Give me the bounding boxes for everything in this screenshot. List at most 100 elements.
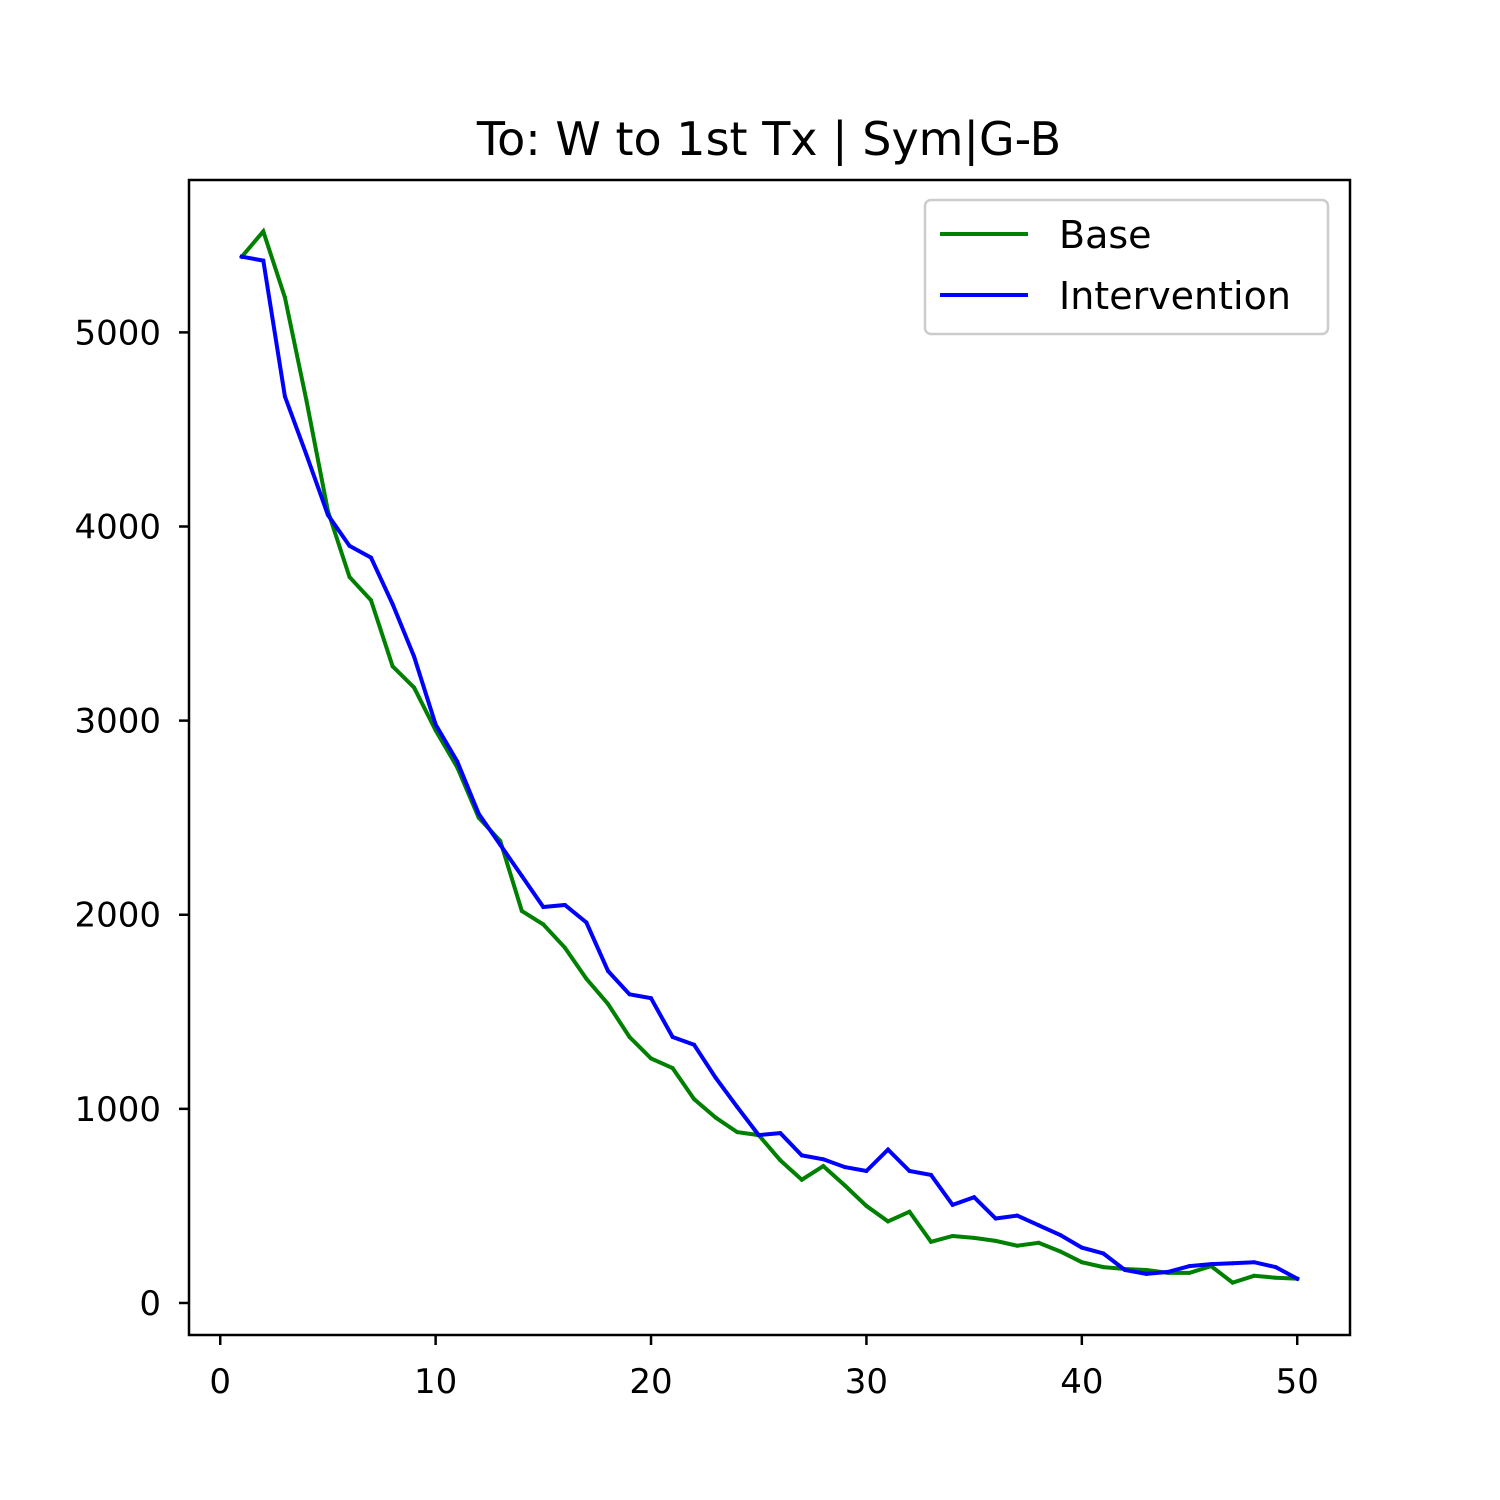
data-point-base: [692, 1097, 697, 1102]
data-point-base: [842, 1183, 847, 1188]
data-point-base: [735, 1130, 740, 1135]
data-point-intervention: [972, 1195, 977, 1200]
data-point-base: [304, 398, 309, 403]
data-point-intervention: [1101, 1251, 1106, 1256]
data-point-intervention: [476, 811, 481, 816]
legend-label-base: Base: [1059, 213, 1152, 257]
data-point-intervention: [1273, 1265, 1278, 1270]
data-point-intervention: [929, 1172, 933, 1177]
data-point-intervention: [778, 1131, 783, 1136]
data-point-base: [670, 1066, 675, 1071]
data-point-base: [1144, 1268, 1149, 1272]
data-point-base: [627, 1035, 632, 1039]
data-point-base: [1230, 1280, 1235, 1285]
data-point-intervention: [584, 920, 589, 925]
data-point-base: [347, 575, 352, 579]
data-point-base: [907, 1209, 912, 1214]
data-point-intervention: [325, 512, 330, 517]
x-tick-label: 0: [209, 1362, 231, 1402]
data-point-base: [950, 1234, 955, 1238]
data-point-base: [778, 1158, 783, 1163]
data-point-intervention: [842, 1165, 847, 1170]
data-point-intervention: [498, 842, 503, 847]
data-point-intervention: [562, 903, 567, 907]
data-point-base: [821, 1164, 826, 1169]
series-line-intervention: [239, 254, 1300, 1282]
legend: Base Intervention: [923, 198, 1330, 336]
data-point-intervention: [821, 1157, 826, 1162]
data-point-intervention: [993, 1216, 998, 1221]
data-point-base: [519, 908, 524, 913]
data-point-base: [412, 685, 417, 690]
y-tick-label: 1000: [74, 1090, 161, 1130]
data-point-base: [282, 295, 287, 300]
plot-frame: [187, 178, 1352, 1337]
data-point-base: [864, 1203, 869, 1208]
data-point-base: [562, 945, 567, 950]
x-tick-label: 40: [1060, 1362, 1103, 1402]
data-point-base: [993, 1238, 998, 1243]
y-tick-label: 3000: [74, 702, 161, 742]
data-point-intervention: [756, 1133, 761, 1138]
data-point-intervention: [1122, 1268, 1127, 1272]
data-point-intervention: [304, 452, 309, 457]
data-point-base: [713, 1115, 718, 1120]
data-point-intervention: [886, 1147, 890, 1152]
data-point-intervention: [390, 602, 395, 607]
data-point-intervention: [1187, 1264, 1192, 1269]
data-point-intervention: [1144, 1271, 1149, 1276]
data-point-intervention: [1015, 1213, 1020, 1218]
data-point-intervention: [692, 1042, 697, 1047]
data-point-base: [606, 1002, 610, 1006]
data-point-intervention: [412, 654, 417, 659]
data-point-intervention: [1252, 1260, 1257, 1265]
data-point-base: [886, 1219, 890, 1224]
x-tick-label: 30: [845, 1362, 888, 1402]
data-point-intervention: [950, 1202, 955, 1207]
chart-title: To: W to 1st Tx | Sym|G-B: [476, 112, 1061, 167]
data-point-intervention: [1295, 1276, 1300, 1281]
x-tick-label: 50: [1276, 1362, 1319, 1402]
legend-label-intervention: Intervention: [1059, 274, 1291, 318]
data-point-base: [369, 598, 373, 603]
data-point-intervention: [627, 992, 632, 997]
data-point-base: [1187, 1270, 1192, 1275]
data-point-intervention: [1209, 1262, 1214, 1267]
data-point-intervention: [907, 1169, 912, 1173]
data-point-base: [390, 664, 395, 669]
data-point-intervention: [261, 258, 266, 263]
data-point-intervention: [433, 722, 438, 727]
data-point-intervention: [735, 1104, 740, 1109]
data-point-intervention: [649, 996, 653, 1001]
data-point-base: [1101, 1265, 1106, 1270]
data-point-intervention: [799, 1153, 804, 1158]
data-point-intervention: [713, 1075, 718, 1080]
data-point-intervention: [239, 254, 244, 259]
y-axis: 0 1000 2000 3000 4000 5000: [74, 313, 189, 1324]
data-point-base: [584, 976, 589, 981]
data-point-base: [799, 1177, 804, 1182]
data-point-base: [1015, 1243, 1020, 1248]
data-point-intervention: [541, 905, 546, 909]
data-point-intervention: [455, 759, 460, 764]
data-point-intervention: [864, 1169, 869, 1173]
data-point-base: [1079, 1260, 1084, 1265]
data-point-base: [972, 1235, 977, 1240]
data-point-base: [1273, 1275, 1278, 1280]
data-point-base: [929, 1239, 933, 1244]
data-point-intervention: [347, 543, 352, 548]
data-point-base: [1036, 1240, 1041, 1245]
data-point-base: [1252, 1273, 1257, 1278]
series-points-intervention: [239, 254, 1300, 1281]
plot-lines: [238, 227, 1300, 1285]
data-point-intervention: [606, 969, 610, 973]
data-point-intervention: [519, 873, 524, 878]
data-point-intervention: [1079, 1245, 1084, 1250]
data-point-intervention: [1166, 1269, 1170, 1274]
data-point-intervention: [1036, 1223, 1041, 1228]
x-tick-label: 10: [414, 1362, 457, 1402]
y-tick-label: 0: [139, 1284, 161, 1324]
y-tick-label: 5000: [74, 313, 161, 353]
y-tick-label: 2000: [74, 896, 161, 936]
